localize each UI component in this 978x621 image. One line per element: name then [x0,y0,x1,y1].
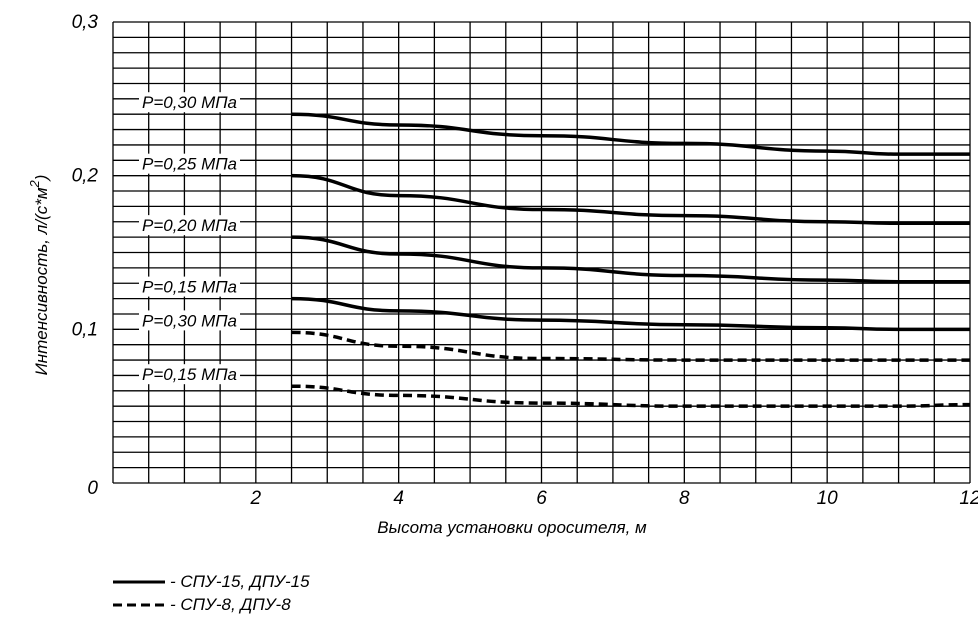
x-tick-label: 12 [959,488,978,509]
x-tick-label: 8 [679,488,690,509]
y-tick-label: 0,1 [72,319,98,340]
x-tick-label: 2 [250,488,262,509]
legend-solid-label: - СПУ-15, ДПУ-15 [170,572,310,591]
solid-curve-2 [292,237,970,282]
curve-label: P=0,30 МПа [142,311,237,330]
curve-label: P=0,20 МПа [142,216,237,235]
dashed-curve-4 [292,332,970,360]
curve-label: P=0,30 МПа [142,93,237,112]
y-tick-label: 0,2 [72,166,99,187]
y-axis-label: Интенсивность, л/(с*м2) [27,175,51,376]
legend: - СПУ-15, ДПУ-15 - СПУ-8, ДПУ-8 [113,572,310,614]
y-axis-label-main: Интенсивность, л/(с [32,205,51,375]
curves [292,114,970,406]
curve-labels: P=0,30 МПа P=0,25 МПа P=0,20 МПа P=0,15 МПа… [139,92,240,384]
curve-label: P=0,15 МПа [142,365,237,384]
y-axis-label-unit: м [32,187,51,199]
x-tick-label: 10 [817,488,839,509]
y-tick-label: 0,3 [72,12,99,33]
x-tick-label: 6 [536,488,547,509]
dashed-curve-5 [292,386,970,406]
ticks: 2 4 6 8 10 12 0 0,1 0,2 0,3 [72,12,978,509]
y-axis-label-close: ) [32,175,51,183]
grid [113,22,970,483]
curve-label: P=0,15 МПа [142,278,237,297]
x-axis-label: Высота установки оросителя, м [377,518,647,537]
curve-label: P=0,25 МПа [142,155,237,174]
solid-curve-1 [292,176,970,224]
solid-curve-0 [292,114,970,154]
x-tick-label: 4 [393,488,404,509]
y-tick-label: 0 [87,478,98,499]
legend-dashed-label: - СПУ-8, ДПУ-8 [170,595,291,614]
